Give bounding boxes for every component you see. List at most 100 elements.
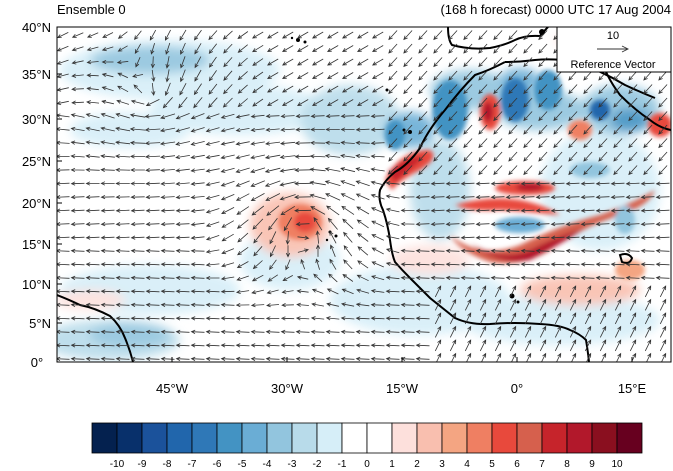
wind-vector: [640, 235, 655, 240]
wind-vector: [145, 168, 160, 173]
colorbar-swatch: [566, 422, 593, 454]
wind-vector: [130, 99, 145, 105]
wind-vector: [655, 195, 670, 200]
wind-vector: [252, 98, 264, 107]
wind-vector: [85, 222, 100, 227]
wind-vector: [433, 84, 443, 95]
wind-vector: [493, 57, 503, 68]
wind-vector: [264, 180, 281, 187]
wind-vector: [644, 285, 652, 298]
wind-vector: [658, 84, 668, 95]
wind-vector: [553, 138, 563, 149]
wind-vector: [100, 208, 115, 213]
wind-vector: [145, 248, 160, 253]
wind-vector: [355, 154, 370, 159]
wind-vector: [134, 43, 142, 55]
wind-vector: [115, 316, 130, 321]
wind-vector: [100, 140, 115, 145]
wind-vector: [643, 124, 653, 135]
wind-vector: [85, 195, 100, 200]
wind-vector: [583, 138, 593, 149]
wind-vector: [70, 302, 85, 307]
wind-vector: [343, 259, 353, 270]
wind-vector: [190, 141, 205, 146]
wind-vector: [267, 72, 279, 79]
wind-vector: [235, 343, 250, 348]
wind-vector: [655, 208, 670, 213]
wind-vector: [235, 154, 250, 160]
colorbar-label: 0: [364, 459, 370, 470]
wind-vector: [568, 124, 578, 135]
wind-vector: [520, 235, 535, 240]
wind-vector: [57, 167, 70, 173]
wind-vector: [151, 69, 156, 83]
wind-vector: [237, 246, 249, 256]
wind-vector: [490, 195, 505, 200]
wind-vector: [598, 151, 608, 162]
wind-vector: [57, 329, 70, 334]
wind-vector: [330, 244, 336, 257]
wind-vector: [71, 87, 84, 92]
wind-vector: [629, 325, 637, 338]
wind-vector: [445, 181, 460, 186]
wind-vector: [208, 56, 217, 68]
wind-vector: [445, 262, 460, 267]
wind-vector: [117, 31, 128, 39]
wind-vector: [478, 165, 488, 176]
wind-vector: [85, 329, 100, 334]
wind-vector: [70, 248, 85, 253]
wind-vector: [556, 352, 562, 362]
wind-vector: [297, 45, 309, 52]
wind-vector: [175, 262, 190, 267]
wind-vector: [194, 43, 202, 55]
wind-vector: [385, 275, 400, 280]
wind-vector: [493, 151, 503, 162]
wind-vector: [400, 221, 415, 227]
wind-vector: [310, 343, 325, 348]
wind-vector: [434, 325, 442, 338]
wind-vector: [385, 289, 400, 294]
wind-vector: [568, 151, 578, 162]
wind-vector: [340, 153, 356, 159]
wind-vector: [130, 235, 145, 240]
wind-vector: [433, 97, 443, 108]
wind-vector: [160, 113, 176, 120]
wind-vector: [355, 193, 370, 201]
wind-vector: [565, 195, 580, 200]
wind-vector: [385, 316, 400, 321]
wind-vector: [479, 325, 487, 338]
wind-vector: [598, 165, 608, 176]
colorbar-label: 10: [611, 459, 623, 470]
wind-vector: [418, 57, 428, 68]
wind-vector: [222, 30, 233, 40]
wind-vector: [252, 71, 264, 80]
wind-vector: [370, 289, 385, 294]
wind-vector: [130, 289, 145, 294]
wind-vector: [267, 58, 279, 66]
wind-vector: [539, 325, 547, 338]
wind-vector: [586, 352, 592, 362]
wind-vector: [327, 99, 339, 106]
colorbar-label: 3: [439, 459, 445, 470]
wind-vector: [190, 248, 205, 253]
wind-vector: [294, 154, 311, 159]
wind-vector: [250, 114, 265, 119]
wind-vector: [70, 222, 85, 227]
wind-vector: [493, 30, 503, 41]
wind-vector: [223, 70, 233, 81]
colorbar-swatch: [241, 422, 268, 454]
wind-vector: [175, 195, 190, 200]
wind-vector: [222, 97, 233, 108]
wind-vector: [415, 356, 430, 361]
wind-vector: [236, 206, 250, 215]
wind-vector: [264, 154, 281, 160]
wind-vector: [388, 138, 398, 149]
wind-vector: [655, 262, 670, 267]
wind-vector: [160, 302, 175, 307]
wind-vector: [493, 165, 503, 176]
wind-vector: [101, 59, 114, 65]
wind-vector: [309, 154, 326, 159]
wind-vector: [535, 262, 550, 267]
wind-vector: [494, 298, 502, 311]
